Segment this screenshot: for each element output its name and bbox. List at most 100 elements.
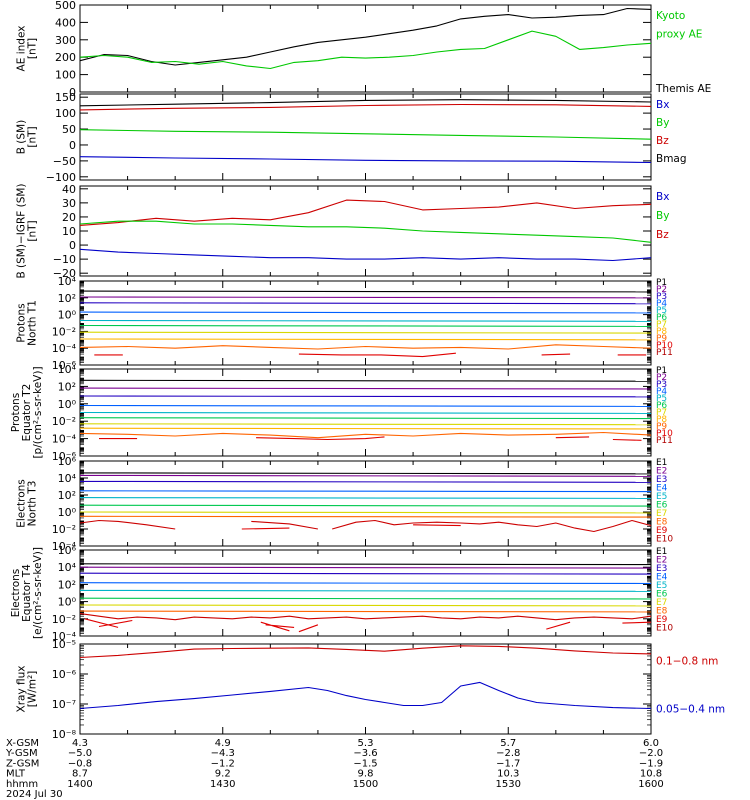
- legend-entry: E10: [656, 624, 673, 634]
- x-axis-value: 5.3: [358, 738, 374, 749]
- x-axis-value: −2.8: [496, 748, 520, 759]
- series-line-p7: [79, 331, 652, 334]
- series-line-p2: [79, 296, 652, 299]
- legend-entry: E9: [656, 615, 668, 625]
- y-tick-label: 10: [62, 225, 76, 238]
- x-axis-value: −2.0: [639, 748, 663, 759]
- y-tick-label: 10⁰: [58, 506, 77, 519]
- y-tick-label: 10⁻⁴: [52, 540, 77, 553]
- series-line-e7: [79, 511, 652, 514]
- x-axis-value: 10.8: [640, 769, 662, 780]
- legend-entry: P8: [656, 415, 667, 425]
- series-line-p4: [79, 404, 652, 407]
- y-tick-label: 10⁻²: [52, 415, 76, 428]
- y-tick-label: 10⁻²: [52, 325, 76, 338]
- y-tick-label: −20: [53, 267, 76, 280]
- series-line-p5: [79, 411, 652, 414]
- x-axis-value: 9.2: [215, 769, 231, 780]
- x-axis-row-label: Z-GSM: [6, 758, 39, 769]
- legend-entry: E7: [656, 509, 667, 519]
- y-tick-label: 10⁻⁴: [52, 433, 77, 446]
- y-axis-label: B (SM)−IGRF (SM): [16, 183, 28, 278]
- legend-entry: P4: [656, 299, 667, 309]
- series-line-p9: [79, 344, 652, 350]
- y-axis-label: Equator T2: [21, 384, 33, 442]
- series-line-e1: [79, 472, 652, 475]
- y-axis-label: North T3: [27, 481, 39, 527]
- y-tick-label: 10⁶: [58, 455, 77, 468]
- y-tick-label: 100: [55, 107, 76, 120]
- y-axis-label: [nT]: [27, 38, 39, 59]
- panel-frame: [79, 280, 652, 366]
- y-axis-label: Protons: [10, 393, 22, 432]
- y-tick-label: 10⁴: [58, 561, 77, 574]
- y-tick-label: 100: [55, 69, 76, 82]
- y-tick-label: 10⁰: [58, 596, 77, 609]
- legend-entry: E7: [656, 598, 667, 608]
- panel-ae: 0 100 200 300 400 500 AE index [nT] Kyoto proxy A…: [16, 0, 712, 99]
- y-tick-label: 10⁶: [58, 544, 77, 557]
- legend-entry: By: [656, 117, 669, 129]
- series-line-bz: [79, 103, 652, 111]
- legend-entry: P5: [656, 306, 667, 316]
- y-tick-label: 10⁻⁴: [52, 342, 77, 355]
- legend-entry: E3: [656, 564, 667, 574]
- x-axis-value: −5.0: [68, 748, 92, 759]
- legend-entry: P6: [656, 401, 667, 411]
- legend-entry: Bmag: [656, 153, 687, 165]
- x-axis-value: 9.8: [358, 769, 374, 780]
- legend-entry: By: [656, 210, 669, 222]
- series-line-e8: [79, 515, 652, 518]
- panel-frame: [79, 4, 652, 93]
- y-tick-label: 0: [69, 86, 76, 99]
- series-line-0-05-0-4-nm: [79, 681, 652, 710]
- series-line-p2: [79, 387, 652, 390]
- y-tick-label: 10⁴: [58, 363, 77, 376]
- y-tick-label: 0: [69, 139, 76, 152]
- x-axis-value: 4.3: [72, 738, 88, 749]
- x-axis-value: −4.3: [211, 748, 235, 759]
- legend-entry: P2: [656, 373, 667, 383]
- legend-entry: Bz: [656, 229, 669, 241]
- series-line-e10: [84, 618, 652, 633]
- legend-entry: P10: [656, 429, 673, 439]
- series-line-e1: [79, 563, 652, 566]
- legend-entry: P9: [656, 334, 667, 344]
- series-line-p6: [79, 417, 652, 420]
- y-axis-label: Xray flux: [16, 666, 28, 713]
- legend-entry: E2: [656, 556, 667, 566]
- x-axis-value: 10.3: [497, 769, 519, 780]
- legend-entry: P11: [656, 348, 673, 358]
- x-axis-value: −1.5: [353, 758, 377, 769]
- series-line-e6: [79, 504, 652, 507]
- series-line-bx: [79, 248, 652, 262]
- y-tick-label: 10²: [58, 578, 76, 591]
- panel-pe: 10⁻⁶ 10⁻⁴ 10⁻² 10⁰ 10² 10⁴ Protons Equator T2 [p…: [10, 363, 673, 463]
- legend-entry: E1: [656, 547, 667, 557]
- y-tick-label: 20: [62, 211, 76, 224]
- y-tick-label: −100: [46, 171, 76, 184]
- legend-entry: E2: [656, 467, 667, 477]
- x-axis-value: 5.7: [500, 738, 516, 749]
- legend-entry: P7: [656, 408, 667, 418]
- y-tick-label: 10⁻⁶: [52, 359, 77, 372]
- series-line-bmag: [79, 99, 652, 107]
- series-line-p10: [99, 436, 642, 441]
- y-tick-label: 10⁻²: [52, 523, 76, 536]
- series-line-p5: [79, 319, 652, 322]
- y-axis-label: B (SM): [16, 120, 28, 154]
- x-axis-value: 4.9: [215, 738, 231, 749]
- legend-entry: P10: [656, 341, 673, 351]
- legend-entry: P5: [656, 394, 667, 404]
- legend-entry: Kyoto: [656, 10, 685, 22]
- legend-entry: P9: [656, 422, 667, 432]
- y-tick-label: 10²: [58, 292, 76, 305]
- series-line-e10: [241, 524, 461, 530]
- y-axis-label: Electrons: [16, 479, 28, 528]
- x-axis-value: −3.6: [353, 748, 377, 759]
- legend-entry: E1: [656, 458, 667, 468]
- series-line-p6: [79, 324, 652, 327]
